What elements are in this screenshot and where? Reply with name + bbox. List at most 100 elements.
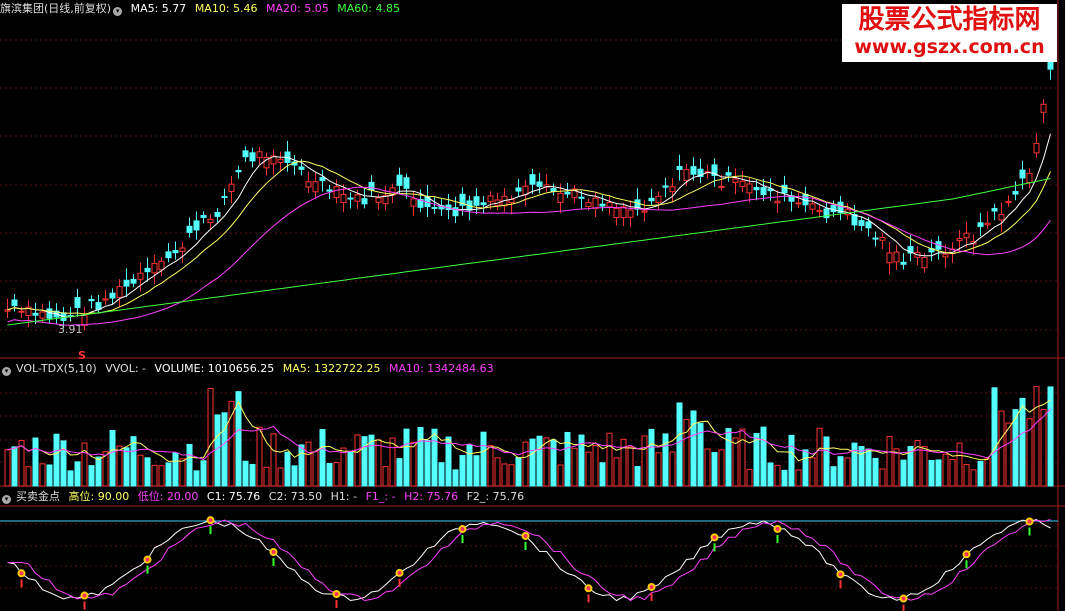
volume-bar: [557, 464, 564, 487]
signal-dot-center: [523, 533, 528, 538]
volume-bar: [319, 429, 326, 487]
signal-dot-center: [1027, 519, 1032, 524]
signal-dot-center: [460, 527, 465, 532]
candle-body: [676, 166, 683, 170]
candle-body: [130, 278, 137, 284]
volume-bar: [1019, 397, 1026, 487]
volume-bar: [865, 448, 872, 487]
ma60-line: [7, 178, 1051, 326]
watermark-title: 股票公式指标网: [858, 5, 1041, 35]
volume-bar: [550, 439, 557, 487]
volume-bar: [151, 464, 158, 487]
candle-body: [991, 208, 998, 212]
h1-value: H1: -: [330, 490, 358, 503]
c1-value: C1: 75.76: [206, 490, 261, 503]
volume-bar: [249, 463, 256, 487]
volume-bar: [375, 439, 382, 487]
candle-body: [452, 207, 459, 217]
stock-title[interactable]: 旗滨集团(日线,前复权): [0, 2, 112, 15]
candle-body: [11, 299, 18, 307]
candle-body: [795, 202, 802, 205]
h2-value: H2: 75.76: [404, 490, 459, 503]
volume-bar: [634, 466, 641, 487]
candle-body: [627, 209, 634, 218]
candle-body: [851, 214, 858, 226]
candle-body: [410, 198, 417, 207]
candle-body: [172, 250, 179, 254]
candle-body: [382, 195, 389, 205]
volume-bar: [389, 437, 396, 487]
volume-bar: [39, 463, 46, 487]
volume-bar: [704, 448, 711, 487]
volume-bar: [802, 449, 809, 487]
volume-bar: [487, 444, 494, 487]
volume-bar: [949, 458, 956, 487]
volume-bar: [872, 457, 879, 487]
volume-bar: [1012, 409, 1019, 487]
candle-body: [305, 181, 312, 188]
volume-bar: [767, 462, 774, 487]
candle-body: [1040, 103, 1047, 113]
indicator-name[interactable]: 买卖金点: [16, 490, 60, 503]
volume-bar: [732, 437, 739, 487]
volume-bar: [1026, 418, 1033, 487]
candle-body: [116, 286, 123, 298]
volume-bar: [963, 464, 970, 487]
volume-bar: [522, 441, 529, 487]
candle-body: [368, 181, 375, 191]
candle-body: [655, 195, 662, 204]
candle-body: [179, 247, 186, 252]
low-price-label: 3.91: [58, 323, 83, 336]
candle-body: [1012, 190, 1019, 195]
signal-dot-center: [397, 570, 402, 575]
volume-bar: [46, 464, 53, 487]
candle-body: [900, 261, 907, 265]
volume-bar: [81, 442, 88, 487]
candle-body: [375, 197, 382, 203]
indicator-header: ▾ 买卖金点 高位: 90.00 低位: 20.00 C1: 75.76 C2: …: [0, 489, 529, 505]
candle-body: [816, 209, 823, 213]
dropdown-icon[interactable]: ▾: [113, 7, 123, 16]
volume-bar: [1005, 422, 1012, 487]
candle-body: [312, 181, 319, 193]
volume-bar: [480, 431, 487, 487]
candle-body: [39, 311, 46, 319]
volume-bar: [627, 446, 634, 487]
candle-body: [123, 279, 130, 287]
volume-bar: [179, 458, 186, 487]
volume-bar: [326, 462, 333, 487]
signal-dot-center: [901, 596, 906, 601]
candle-body: [984, 222, 991, 226]
candle-body: [760, 187, 767, 196]
candle-body: [319, 177, 326, 182]
signal-dot-center: [271, 549, 276, 554]
ma10-value: MA10: 5.46: [194, 2, 258, 15]
dropdown-icon[interactable]: ▾: [2, 367, 11, 376]
vol-ma10-value: MA10: 1342484.63: [388, 362, 494, 375]
volume-bar: [221, 412, 228, 487]
candle-body: [809, 203, 816, 210]
candle-body: [256, 151, 263, 159]
indicator-line-white: [7, 518, 1051, 602]
volume-bar: [347, 451, 354, 487]
volume-bar: [410, 441, 417, 487]
volume-bar: [256, 426, 263, 487]
candle-body: [942, 253, 949, 258]
volume-bar: [263, 466, 270, 487]
volume-bar: [473, 455, 480, 487]
volume-bar: [515, 457, 522, 487]
candle-body: [347, 197, 354, 200]
volume-bar: [368, 434, 375, 487]
candle-body: [585, 202, 592, 207]
candle-body: [277, 158, 284, 163]
dropdown-icon[interactable]: ▾: [2, 495, 11, 504]
vol-indicator-name[interactable]: VOL-TDX(5,10): [16, 362, 97, 375]
volume-bar: [781, 469, 788, 487]
candle-body: [858, 220, 865, 227]
volume-bar: [585, 451, 592, 487]
volume-bar: [235, 391, 242, 487]
candle-body: [578, 196, 585, 199]
candle-body: [88, 298, 95, 302]
candle-body: [564, 191, 571, 195]
